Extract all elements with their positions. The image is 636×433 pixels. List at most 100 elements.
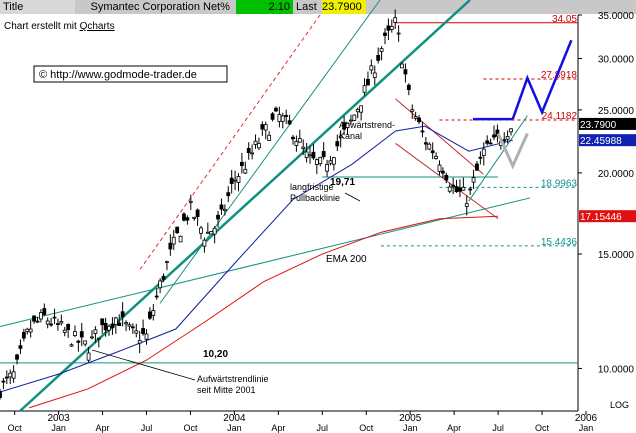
uptrend-line <box>19 0 471 412</box>
candle-body <box>287 120 292 125</box>
x-tick-label: Jan <box>403 423 418 433</box>
y-tick-label: 25.0000 <box>598 106 635 117</box>
candle-body <box>250 152 255 155</box>
x-tick-label: Apr <box>447 423 461 433</box>
candle-body <box>257 142 261 149</box>
title-label: Title <box>0 0 75 14</box>
y-tick-label: 30.0000 <box>598 54 635 65</box>
candle-body <box>178 235 183 243</box>
candle-body <box>45 320 50 325</box>
fib-level-label: 24.1182 <box>542 111 578 122</box>
x-tick-year: 2003 <box>47 413 70 424</box>
candle-body <box>311 151 316 159</box>
candle-body <box>62 329 67 333</box>
candle-body <box>239 161 244 167</box>
candle-body <box>284 115 289 117</box>
price-tag <box>579 210 636 223</box>
x-tick-label: Jul <box>317 423 329 433</box>
candle-body <box>447 186 452 192</box>
candle-body <box>260 124 265 130</box>
support-label-1020: 10,20 <box>203 349 228 360</box>
candle-body <box>93 329 98 335</box>
candle-body <box>400 63 404 69</box>
candle-body <box>423 142 428 145</box>
candle-body <box>151 310 156 316</box>
x-tick-label: Oct <box>8 423 23 433</box>
annotation-pullback-1: langfristige <box>290 182 334 192</box>
candle-body <box>297 138 302 143</box>
candle-body <box>76 340 81 343</box>
candle-body <box>226 192 231 197</box>
candle-body <box>188 200 193 203</box>
candle-body <box>325 164 329 172</box>
candle-body <box>294 141 299 146</box>
candle-body <box>406 84 411 91</box>
downtrend-channel-upper <box>395 98 484 175</box>
x-tick-label: Jul <box>141 423 153 433</box>
candle-body <box>451 184 456 187</box>
x-tick-year: 2005 <box>399 413 422 424</box>
candle-body <box>304 151 309 158</box>
candle-body <box>100 318 105 326</box>
candle-body <box>318 156 323 165</box>
candle-body <box>0 391 2 398</box>
candle-body <box>314 159 319 165</box>
candle-body <box>222 208 227 211</box>
candle-body <box>413 116 418 119</box>
candle-body <box>1 380 6 383</box>
copyright-box <box>33 65 228 83</box>
candle-body <box>25 328 30 333</box>
candle-body <box>212 227 217 235</box>
y-tick-label: 15.0000 <box>598 250 635 261</box>
candle-body <box>18 345 23 349</box>
candle-body <box>32 315 36 322</box>
candle-body <box>205 231 210 234</box>
x-tick-label: Jan <box>51 423 66 433</box>
candle-body <box>107 325 111 331</box>
candle-body <box>355 109 360 113</box>
candle-body <box>165 261 169 263</box>
candle-body <box>79 331 84 338</box>
candle-body <box>253 140 258 145</box>
candle-body <box>86 352 91 361</box>
net-pct-label: Net% <box>203 1 230 13</box>
candle-body <box>168 242 173 250</box>
x-tick-label: Oct <box>183 423 198 433</box>
candle-body <box>69 344 74 347</box>
candle-body <box>96 337 101 340</box>
candle-body <box>366 78 370 86</box>
x-tick-label: Oct <box>535 423 550 433</box>
last-label: Last <box>296 1 317 13</box>
candle-body <box>134 330 139 334</box>
candle-body <box>137 340 142 344</box>
candle-body <box>454 186 459 193</box>
candle-body <box>410 109 415 112</box>
moving-average-line <box>0 125 513 393</box>
candle-body <box>103 322 108 331</box>
candle-body <box>127 324 132 327</box>
candle-body <box>130 326 135 329</box>
candle-body <box>185 217 190 221</box>
price-tag <box>579 134 636 147</box>
candle-body <box>154 295 159 298</box>
candle-body <box>246 148 251 154</box>
candle-body <box>141 328 145 335</box>
uptrend-pointer <box>91 349 196 381</box>
candle-body <box>219 204 224 210</box>
candle-body <box>49 323 54 326</box>
credit-link[interactable]: Qcharts <box>80 21 115 32</box>
fib-level-label: 18.9963 <box>541 178 578 189</box>
candle-body <box>229 177 234 184</box>
candle-body <box>73 331 77 336</box>
candle-body <box>478 156 483 159</box>
candle-body <box>202 239 207 247</box>
candle-body <box>90 336 94 339</box>
projection-path <box>511 39 573 120</box>
annotation-downtrend-2: Kanal <box>339 131 362 141</box>
candle-body <box>161 275 166 280</box>
candle-body <box>481 148 486 157</box>
price-tag-label: 22.45988 <box>580 136 622 147</box>
candle-body <box>502 139 507 142</box>
candle-body <box>362 85 367 93</box>
candle-body <box>505 136 510 140</box>
